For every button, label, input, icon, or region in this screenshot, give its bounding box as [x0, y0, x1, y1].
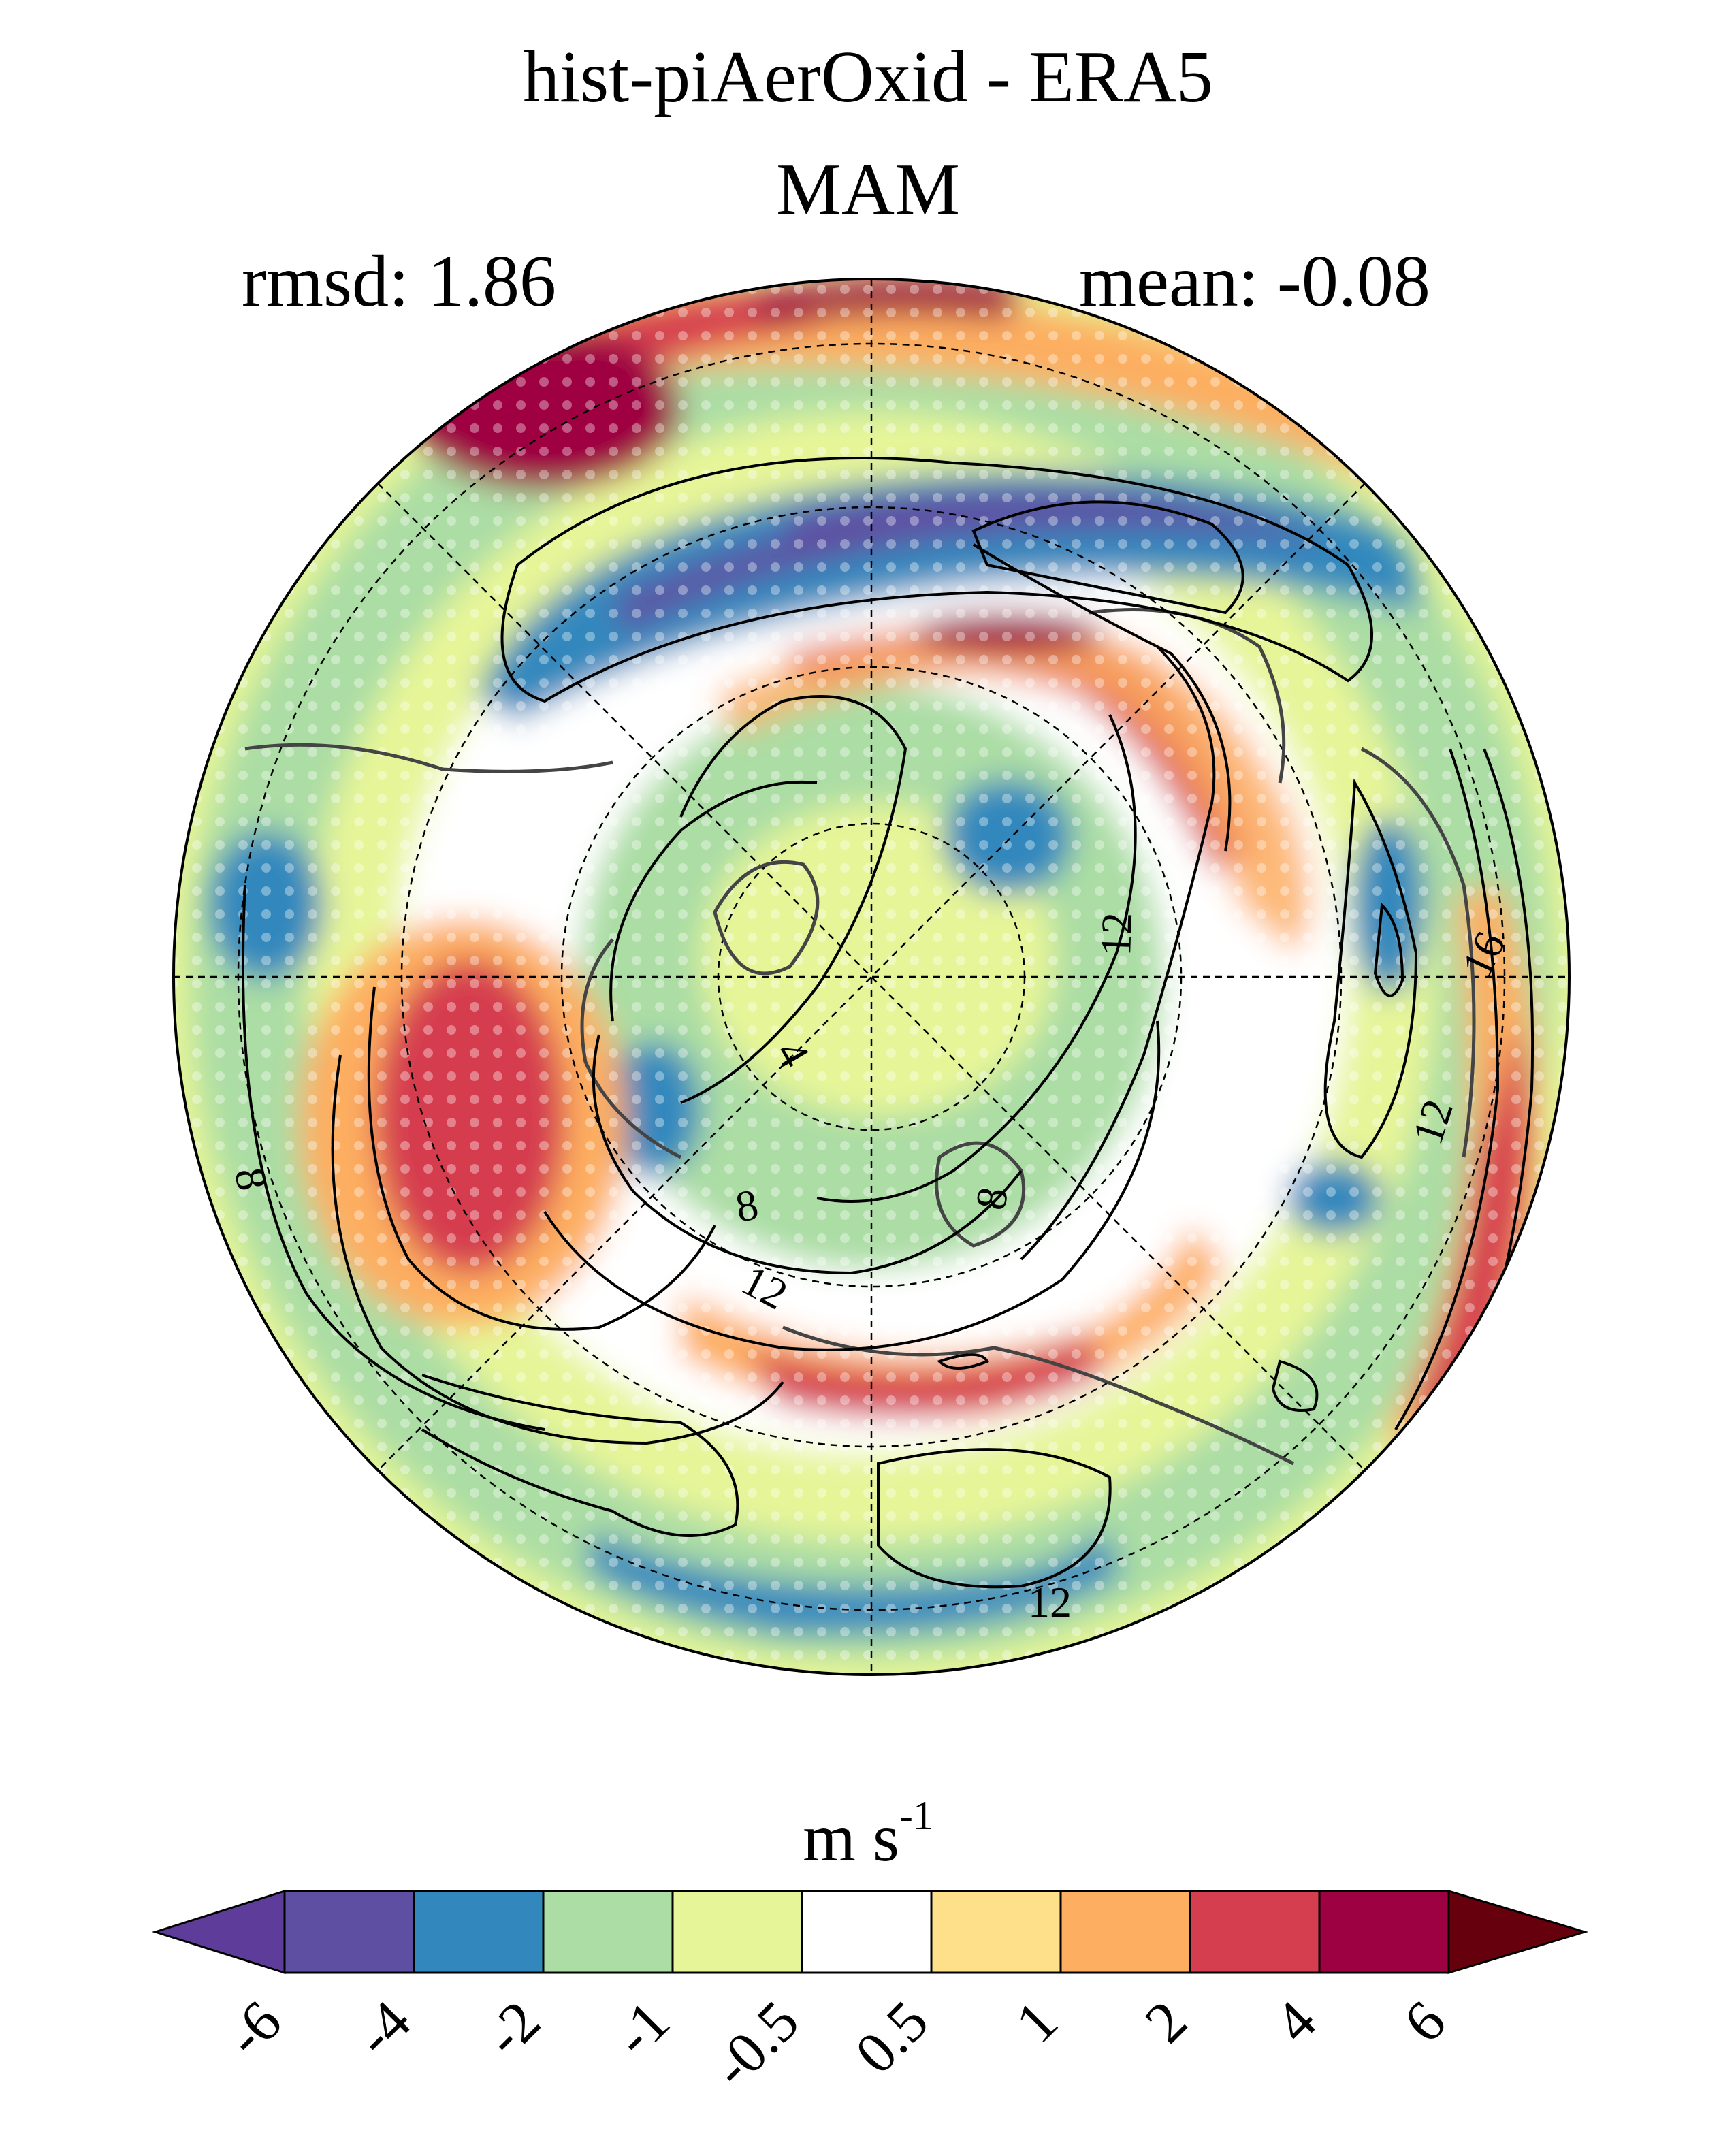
contour-label: 12 [1028, 1578, 1072, 1626]
colorbar-swatch [1318, 1890, 1450, 1974]
colorbar-swatch [1189, 1890, 1321, 1974]
colorbar-tick-labels: -6 -4 -2 -1 -0.5 0.5 1 2 4 6 [213, 1988, 1458, 2100]
contour-label: 12 [1091, 911, 1141, 956]
colorbar-extend-high [1447, 1889, 1589, 1975]
colorbar-swatch [671, 1890, 803, 1974]
colorbar-tick: -2 [472, 1988, 553, 2069]
colorbar-swatch [1059, 1890, 1191, 1974]
colorbar-tick: 2 [1132, 1988, 1199, 2055]
colorbar-swatch [413, 1890, 545, 1974]
colorbar [152, 1889, 1589, 1975]
colorbar-tick: -6 [213, 1988, 294, 2069]
colorbar-tick: 4 [1261, 1988, 1328, 2055]
rmsd-value: rmsd: 1.86 [242, 241, 557, 322]
map-boundary [172, 278, 1571, 1676]
coastlines [244, 608, 1476, 1466]
map-title: hist-piAerOxid - ERA5 [523, 37, 1213, 118]
colorbar-units: m s-1 [0, 1795, 1736, 1872]
colorbar-extend-low [152, 1889, 286, 1975]
units-exponent: -1 [899, 1793, 933, 1838]
graticule [174, 279, 1569, 1675]
units-base: m s [803, 1800, 899, 1875]
colorbar-swatch [930, 1890, 1062, 1974]
colorbar-tick: 0.5 [843, 1988, 941, 2086]
colorbar-swatch [542, 1890, 674, 1974]
colorbar-swatch [283, 1890, 415, 1974]
colorbar-tick: -4 [342, 1988, 423, 2069]
colorbar-tick: -1 [601, 1988, 682, 2069]
colorbar-tick: -0.5 [699, 1988, 811, 2100]
colorbar-tick: 6 [1391, 1988, 1458, 2055]
season-label: MAM [775, 149, 961, 230]
mean-value: mean: -0.08 [1079, 241, 1430, 322]
colorbar-tick: 1 [1003, 1988, 1070, 2055]
colorbar-swatch [801, 1890, 933, 1974]
